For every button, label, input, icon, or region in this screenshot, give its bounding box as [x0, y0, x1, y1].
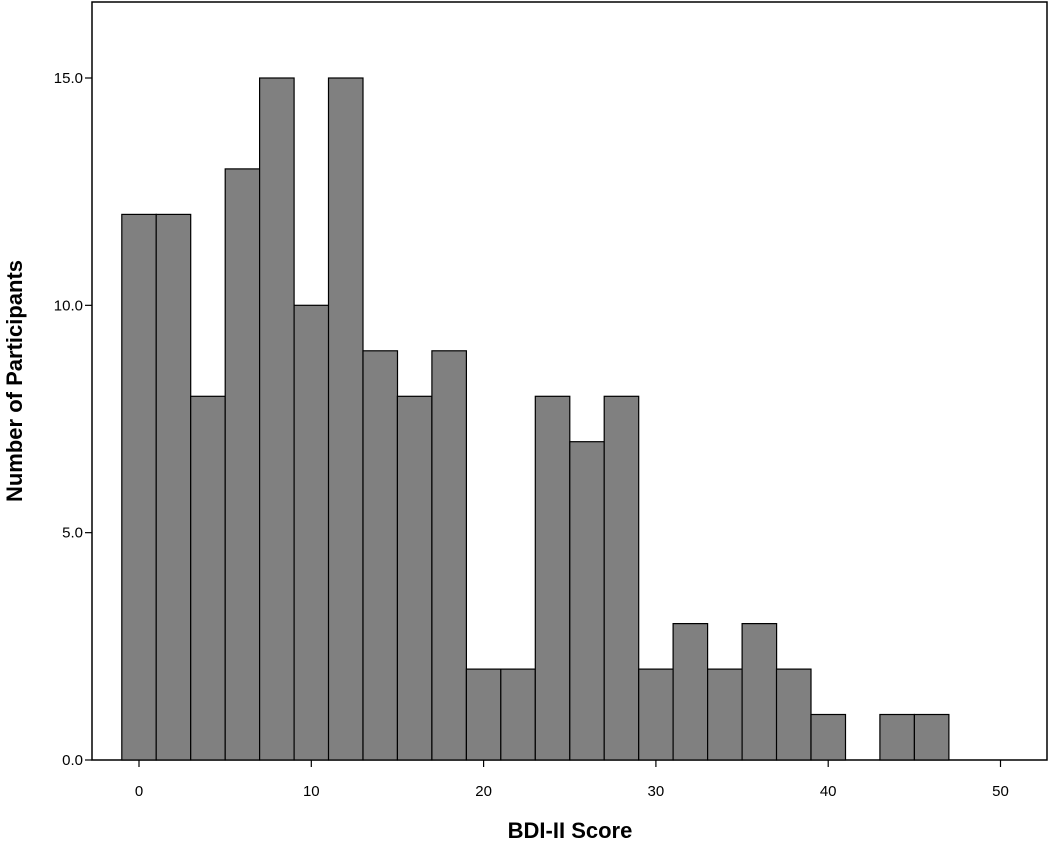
- y-axis-title: Number of Participants: [2, 260, 27, 502]
- histogram-bar: [603, 395, 640, 761]
- histogram-bar: [293, 304, 330, 761]
- y-axis: 0.0 5.0 10.0 15.0: [54, 70, 92, 769]
- bars-group: [121, 77, 950, 761]
- x-tick-label: 40: [820, 783, 837, 800]
- x-tick-label: 30: [648, 783, 665, 800]
- histogram-bar: [224, 168, 261, 761]
- x-tick-label: 10: [303, 783, 320, 800]
- histogram-bar: [706, 668, 743, 761]
- histogram-bar: [913, 713, 950, 761]
- x-tick-label: 50: [992, 783, 1009, 800]
- x-tick-label: 0: [135, 783, 143, 800]
- histogram-bar: [534, 395, 571, 761]
- histogram-bar: [500, 668, 536, 761]
- histogram-bar: [362, 350, 399, 761]
- y-tick-label: 5.0: [62, 525, 83, 542]
- x-axis: 0 10 20 30 40 50: [135, 760, 1009, 800]
- histogram-bar: [672, 622, 709, 761]
- y-tick-label: 0.0: [62, 752, 83, 769]
- histogram-bar: [741, 622, 778, 761]
- x-axis-title: BDI-II Score: [508, 818, 633, 843]
- histogram-bar: [638, 668, 674, 761]
- histogram-bar: [775, 668, 812, 761]
- histogram-bar: [431, 350, 467, 761]
- histogram-bar: [155, 213, 192, 761]
- histogram-bar: [465, 668, 502, 761]
- histogram-bar: [879, 713, 916, 761]
- histogram-bar: [569, 441, 605, 761]
- histogram-bar: [327, 77, 364, 761]
- histogram-bar: [190, 395, 226, 761]
- y-tick-label: 15.0: [54, 70, 83, 87]
- histogram-bar: [121, 213, 157, 761]
- histogram-bar: [259, 77, 295, 761]
- x-tick-label: 20: [475, 783, 492, 800]
- y-tick-label: 10.0: [54, 297, 83, 314]
- histogram-bar: [810, 713, 847, 761]
- histogram-bar: [396, 395, 433, 761]
